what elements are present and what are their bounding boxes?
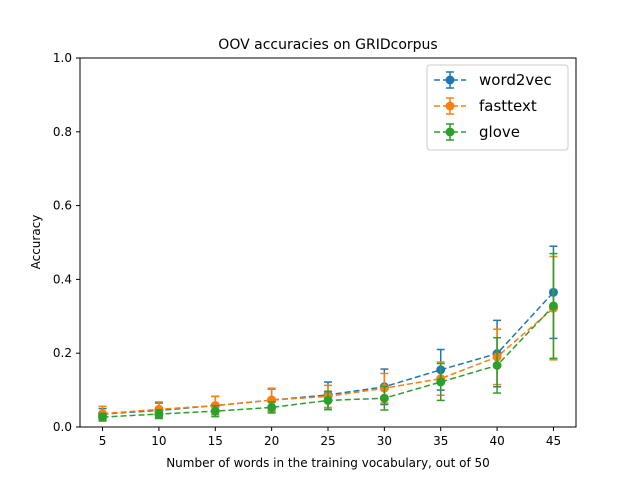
y-tick-label: 0.4	[53, 272, 72, 286]
x-tick-label: 20	[264, 434, 279, 448]
x-tick-label: 35	[433, 434, 448, 448]
legend-marker	[445, 127, 455, 137]
data-point	[492, 360, 502, 370]
x-axis-title: Number of words in the training vocabula…	[166, 456, 490, 470]
data-point	[267, 402, 277, 412]
data-point	[379, 393, 389, 403]
y-tick-label: 1.0	[53, 51, 72, 65]
y-axis-title: Accuracy	[29, 215, 43, 270]
data-point	[154, 409, 164, 419]
data-point	[548, 301, 558, 311]
x-tick-label: 25	[320, 434, 335, 448]
data-point	[98, 412, 108, 422]
legend-label: fasttext	[479, 97, 537, 115]
x-tick-label: 40	[489, 434, 504, 448]
legend-entry-word2vec: word2vec	[434, 71, 552, 89]
x-tick-label: 15	[208, 434, 223, 448]
x-tick-label: 5	[99, 434, 107, 448]
legend-entry-fasttext: fasttext	[434, 97, 537, 115]
x-tick-label: 45	[546, 434, 561, 448]
chart-title: OOV accuracies on GRIDcorpus	[218, 37, 437, 53]
y-axis: 0.0 0.2 0.4 0.6 0.8 1.0	[53, 51, 80, 434]
plot-frame	[79, 57, 577, 428]
legend-box	[426, 64, 569, 151]
data-point	[323, 395, 333, 405]
legend-entry-glove: glove	[434, 123, 520, 141]
y-tick-label: 0.2	[53, 346, 72, 360]
legend: word2vec fasttext glove	[426, 64, 569, 151]
data-point	[436, 377, 446, 387]
plot-area	[98, 245, 558, 422]
y-tick-label: 0.8	[53, 125, 72, 139]
legend-label: word2vec	[479, 71, 552, 89]
x-axis: 5 10 15 20 25 30 35 40 45	[99, 427, 561, 448]
y-tick-label: 0.0	[53, 420, 72, 434]
series-glove	[98, 252, 558, 422]
y-tick-label: 0.6	[53, 199, 72, 213]
data-point	[210, 406, 220, 416]
legend-marker	[445, 75, 455, 85]
legend-marker	[445, 101, 455, 111]
legend-label: glove	[479, 123, 520, 141]
x-tick-label: 10	[151, 434, 166, 448]
x-tick-label: 30	[377, 434, 392, 448]
